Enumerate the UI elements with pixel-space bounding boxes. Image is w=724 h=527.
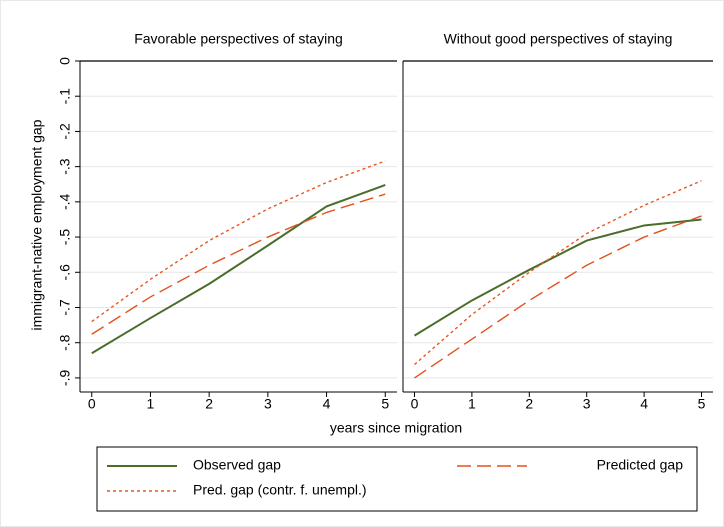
x-tick-label: 4 <box>323 396 331 412</box>
series-line <box>91 184 386 355</box>
x-tick-label: 1 <box>147 396 155 412</box>
panel-title: Favorable perspectives of staying <box>134 31 343 47</box>
x-tick-label: 3 <box>264 396 272 412</box>
y-tick-label: -.4 <box>57 193 73 210</box>
legend-label: Predicted gap <box>597 457 684 473</box>
x-tick-label: 0 <box>88 396 96 412</box>
legend-box <box>96 446 698 512</box>
y-tick-label: -.8 <box>57 334 73 351</box>
y-tick-label: -.2 <box>57 123 73 140</box>
x-tick-label: 5 <box>381 396 389 412</box>
series-line <box>414 180 702 366</box>
y-tick-label: 0 <box>57 57 73 65</box>
x-tick-label: 2 <box>205 396 213 412</box>
series-line <box>414 215 702 379</box>
x-tick-label: 0 <box>411 396 419 412</box>
x-tick-label: 4 <box>640 396 648 412</box>
x-tick-label: 1 <box>468 396 476 412</box>
y-axis-title: immigrant-native employment gap <box>29 119 45 330</box>
x-tick-label: 3 <box>583 396 591 412</box>
panel-header <box>403 25 713 61</box>
panel-header <box>80 25 397 61</box>
y-tick-label: -.5 <box>57 229 73 246</box>
x-tick-label: 2 <box>525 396 533 412</box>
series-line <box>91 160 386 323</box>
y-tick-label: -.1 <box>57 88 73 105</box>
legend-label: Observed gap <box>193 457 281 473</box>
x-tick-label: 5 <box>698 396 706 412</box>
legend-label: Pred. gap (contr. f. unempl.) <box>193 482 367 498</box>
y-tick-label: -.3 <box>57 158 73 175</box>
series-line <box>413 218 702 337</box>
panel-title: Without good perspectives of staying <box>444 31 673 47</box>
y-tick-label: -.6 <box>57 264 73 281</box>
y-tick-label: -.9 <box>57 370 73 387</box>
y-tick-label: -.7 <box>57 299 73 316</box>
series-line <box>91 193 386 335</box>
x-axis-title: years since migration <box>330 420 462 436</box>
